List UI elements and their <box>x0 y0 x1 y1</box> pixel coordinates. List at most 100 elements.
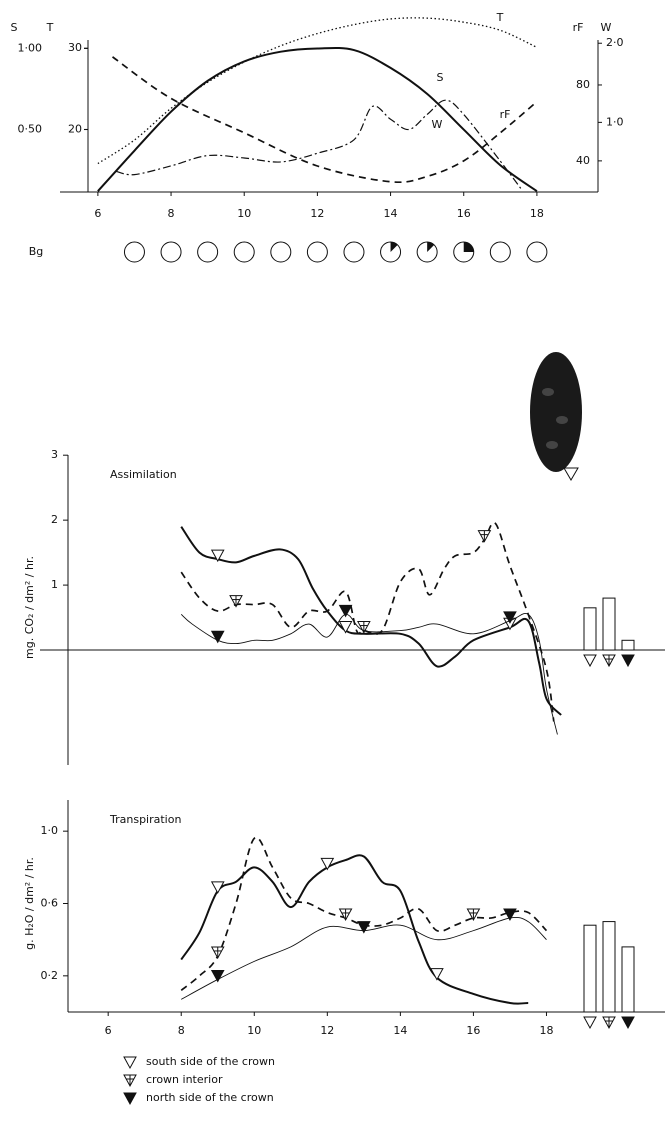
triangle <box>210 881 225 894</box>
cloud-circle <box>343 241 365 263</box>
series-line <box>180 521 555 722</box>
x-tick-label: 6 <box>94 207 101 220</box>
y-tick-label: 1 <box>51 578 58 591</box>
legend-label: north side of the crown <box>146 1091 274 1104</box>
chart-title: Assimilation <box>110 468 177 481</box>
series-line <box>180 854 529 1005</box>
triangle <box>583 1016 597 1030</box>
x-tick-label: 10 <box>247 1024 261 1037</box>
cloud-circle <box>526 241 548 263</box>
legend-label: south side of the crown <box>146 1055 275 1068</box>
x-tick-label: 8 <box>168 207 175 220</box>
y-axis-label: g. H₂O / dm² / hr. <box>23 857 36 950</box>
y-tick-label: 0·6 <box>41 897 59 910</box>
cloud-label: Bg <box>29 245 44 258</box>
triangle <box>357 921 371 934</box>
symbol-cross <box>602 1016 616 1030</box>
symbol-filled <box>621 654 635 668</box>
symbol-cross <box>123 1074 137 1088</box>
x-tick-label: 12 <box>320 1024 334 1037</box>
cloud-circle <box>233 241 255 263</box>
cloud-circle <box>270 241 292 263</box>
symbol-filled <box>357 921 371 934</box>
cone <box>530 352 582 472</box>
y-tick-label: 20 <box>68 122 82 135</box>
symbol-filled <box>210 630 225 644</box>
cone-drawing <box>530 352 582 481</box>
symbol-cross <box>210 946 225 959</box>
triangle <box>338 604 353 618</box>
y-tick-label: 3 <box>51 448 58 461</box>
triangle <box>210 549 225 563</box>
y-tick-label: 2·0 <box>606 36 624 49</box>
cloud-circle <box>123 241 145 263</box>
y-tick-label: 80 <box>576 78 590 91</box>
symbol-cross <box>229 595 243 608</box>
triangle <box>210 969 225 983</box>
triangle <box>621 1016 635 1030</box>
symbol-open <box>430 968 444 981</box>
triangle <box>621 654 635 668</box>
triangle <box>503 908 517 922</box>
symbol-filled <box>503 611 517 624</box>
y-tick-label: 1·00 <box>18 41 43 54</box>
triangle <box>123 1056 137 1070</box>
x-tick-label: 14 <box>393 1024 407 1037</box>
y-tick-label: 0·2 <box>41 969 59 982</box>
series-label: T <box>496 11 504 24</box>
symbol-open <box>210 881 225 894</box>
bar <box>621 639 635 651</box>
triangle <box>583 654 597 668</box>
cone-scale <box>556 416 568 424</box>
cloud-circle <box>197 241 219 263</box>
x-tick-label: 8 <box>178 1024 185 1037</box>
bar <box>621 946 635 1013</box>
series-line <box>180 526 562 716</box>
y-tick-label: 30 <box>68 41 82 54</box>
cloud-circle <box>160 241 182 263</box>
x-tick-label: 14 <box>384 207 398 220</box>
symbol-cross <box>338 908 353 922</box>
cloud-fraction <box>427 242 435 252</box>
triangle <box>430 968 444 981</box>
series-line <box>97 46 538 193</box>
series-line <box>97 17 538 165</box>
series-line <box>180 613 558 735</box>
legend-label: crown interior <box>146 1073 223 1086</box>
cone-symbol <box>563 467 579 481</box>
series-label: rF <box>500 108 511 121</box>
axis-header: S <box>11 21 18 34</box>
symbol-cross <box>602 654 616 668</box>
y-tick-label: 2 <box>51 513 58 526</box>
symbol-cross <box>466 908 481 922</box>
cloud-fraction <box>463 242 474 252</box>
symbol-cross <box>357 621 371 634</box>
series-line <box>180 836 548 991</box>
y-tick-label: 1·0 <box>41 824 59 837</box>
triangle <box>503 611 517 624</box>
triangle <box>338 621 353 634</box>
bar <box>602 921 616 1013</box>
cloud-circle <box>489 241 511 263</box>
x-tick-label: 18 <box>530 207 544 220</box>
x-tick-label: 12 <box>310 207 324 220</box>
triangle <box>123 1092 137 1106</box>
symbol-filled <box>621 1016 635 1030</box>
x-tick-label: 16 <box>457 207 471 220</box>
symbol-filled <box>123 1092 137 1106</box>
y-tick-label: 40 <box>576 154 590 167</box>
bar <box>602 597 616 651</box>
x-tick-label: 6 <box>105 1024 112 1037</box>
cloud-circle <box>306 241 328 263</box>
triangle <box>320 857 335 871</box>
y-tick-label: 1·0 <box>606 115 624 128</box>
symbol-open <box>338 621 353 634</box>
symbol-filled <box>210 969 225 983</box>
series-line <box>181 916 547 1000</box>
symbol-filled <box>503 908 517 922</box>
series-line <box>116 99 523 191</box>
symbol-cross <box>477 530 492 543</box>
y-tick-label: 0·50 <box>18 123 43 136</box>
symbol-open <box>123 1056 137 1070</box>
